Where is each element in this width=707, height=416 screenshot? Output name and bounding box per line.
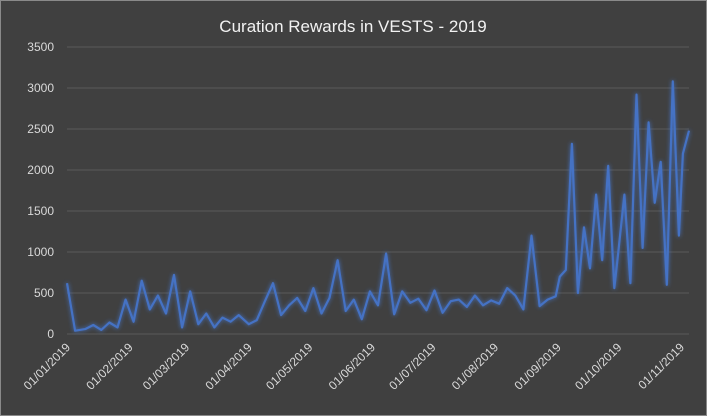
x-axis-ticks: 01/01/2019 01/02/2019 01/03/2019 01/04/2019…: [21, 340, 688, 393]
gridlines: [67, 47, 689, 334]
x-tick-label: 01/02/2019: [83, 340, 136, 393]
y-axis-ticks: 0 500 1000 1500 2000 2500 3000 3500: [27, 40, 54, 341]
x-tick-label: 01/10/2019: [572, 340, 625, 393]
chart-title: Curation Rewards in VESTS - 2019: [219, 17, 486, 36]
x-tick-label: 01/05/2019: [263, 340, 316, 393]
y-tick-label: 1500: [27, 204, 54, 218]
y-tick-label: 2500: [27, 122, 54, 136]
x-tick-label: 01/06/2019: [326, 340, 379, 393]
x-tick-label: 01/09/2019: [511, 340, 564, 393]
x-tick-label: 01/07/2019: [386, 340, 439, 393]
y-tick-label: 3500: [27, 40, 54, 54]
y-tick-label: 500: [34, 286, 54, 300]
y-tick-label: 3000: [27, 81, 54, 95]
x-tick-label: 01/08/2019: [449, 340, 502, 393]
x-tick-label: 01/01/2019: [21, 340, 74, 393]
x-tick-label: 01/11/2019: [635, 340, 687, 392]
y-tick-label: 1000: [27, 245, 54, 259]
x-tick-label: 01/04/2019: [203, 340, 256, 393]
y-tick-label: 0: [47, 327, 54, 341]
x-tick-label: 01/03/2019: [140, 340, 193, 393]
y-tick-label: 2000: [27, 163, 54, 177]
